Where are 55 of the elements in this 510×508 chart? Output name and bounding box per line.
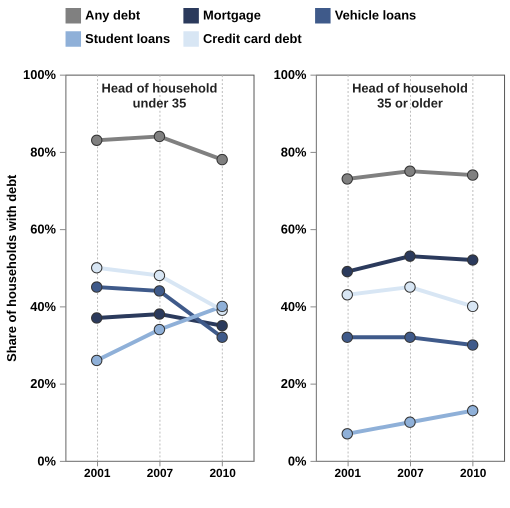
point — [467, 169, 478, 181]
x-tick-label: 2001 — [84, 466, 111, 480]
legend-label: Student loans — [85, 30, 170, 46]
y-tick-label: 100% — [23, 67, 57, 82]
y-tick-label: 60% — [30, 222, 57, 237]
text: Head of household under 35 — [102, 80, 218, 110]
x-tick-label: 2010 — [460, 466, 487, 480]
point — [216, 154, 228, 166]
x-tick-label: 2007 — [146, 466, 174, 480]
y-tick-label: 60% — [280, 222, 308, 237]
point — [342, 428, 353, 440]
y-tick-label: 100% — [274, 67, 308, 82]
point — [154, 270, 166, 282]
x-tick-label: 2001 — [334, 466, 362, 480]
x-tick-label: 2007 — [397, 466, 424, 480]
point — [404, 166, 416, 177]
point — [404, 416, 416, 428]
y-tick-label: 80% — [30, 144, 57, 160]
point — [216, 332, 228, 343]
point — [154, 130, 166, 142]
y-tick-label: 40% — [30, 298, 57, 314]
legend-label: Any debt — [85, 8, 141, 23]
point — [404, 250, 416, 262]
point — [404, 332, 416, 343]
point — [216, 300, 228, 312]
point — [91, 312, 102, 324]
y-tick-label: 80% — [280, 144, 308, 160]
point — [91, 134, 102, 146]
y-tick-label: 0% — [37, 453, 57, 468]
point — [91, 281, 102, 293]
point — [404, 281, 416, 293]
y-tick-label: 20% — [30, 376, 57, 392]
point — [154, 324, 166, 336]
point — [467, 404, 478, 416]
text: Head of household 35 or older — [352, 80, 468, 110]
point — [342, 266, 353, 278]
legend-label: Credit card debt — [203, 30, 302, 46]
y-tick-label: 40% — [280, 298, 308, 314]
x-tick-label: 2010 — [209, 466, 236, 480]
point — [342, 173, 353, 185]
point — [154, 308, 166, 320]
legend-label: Vehicle loans — [334, 8, 416, 23]
point — [216, 320, 228, 332]
point — [154, 285, 166, 297]
point — [342, 332, 353, 343]
y-axis-title: Share of households with debt — [4, 174, 20, 362]
point — [342, 289, 353, 300]
legend-label: Mortgage — [203, 8, 261, 23]
point — [91, 262, 102, 274]
y-tick-label: 0% — [288, 453, 308, 468]
point — [467, 300, 478, 312]
point — [91, 354, 102, 366]
point — [467, 254, 478, 266]
point — [467, 339, 478, 351]
y-tick-label: 20% — [280, 376, 308, 392]
